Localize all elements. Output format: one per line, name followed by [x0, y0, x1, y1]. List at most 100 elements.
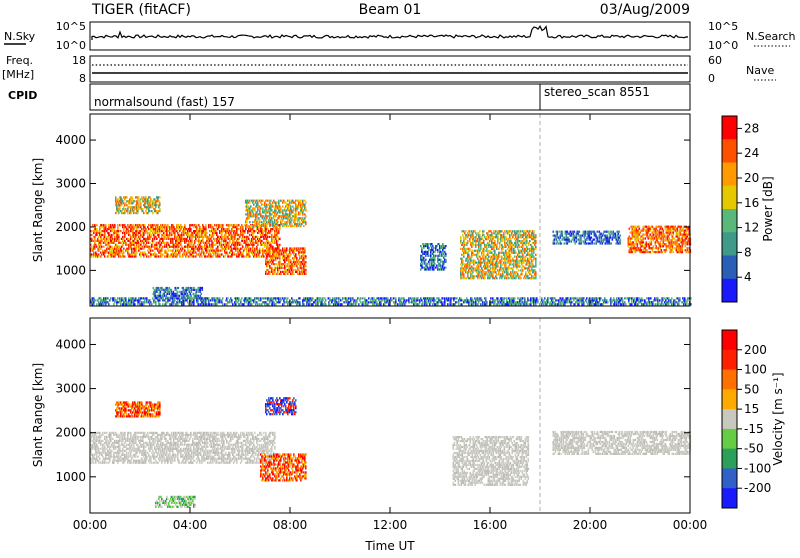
echo-cell	[287, 221, 289, 223]
echo-cell	[107, 255, 109, 257]
echo-cell	[105, 242, 107, 244]
echo-cell	[652, 226, 654, 228]
echo-cell	[480, 275, 482, 277]
echo-cell	[514, 250, 516, 252]
echo-cell	[179, 252, 181, 254]
echo-cell	[131, 200, 133, 202]
echo-cell	[196, 291, 198, 293]
echo-cell	[259, 252, 261, 254]
echo-cell	[466, 277, 468, 279]
echo-cell	[503, 267, 505, 269]
power-echo-cells	[90, 196, 692, 305]
echo-cell	[295, 211, 297, 213]
echo-cell	[535, 258, 537, 260]
echo-cell	[492, 275, 494, 277]
echo-cell	[533, 256, 535, 258]
echo-cell	[661, 232, 663, 234]
echo-cell	[140, 252, 142, 254]
echo-cell	[686, 237, 688, 239]
echo-cell	[215, 230, 217, 232]
echo-cell	[261, 225, 263, 227]
echo-cell	[518, 254, 520, 256]
echo-cell	[524, 252, 526, 254]
echo-cell	[262, 204, 264, 206]
echo-cell	[193, 293, 195, 295]
echo-cell	[247, 236, 249, 238]
echo-cell	[525, 271, 527, 273]
echo-cell	[509, 234, 511, 236]
echo-cell	[143, 255, 145, 257]
echo-cell	[250, 205, 252, 207]
echo-cell	[557, 240, 559, 242]
echo-cell	[103, 303, 105, 305]
echo-cell	[301, 251, 303, 253]
echo-cell	[589, 235, 591, 237]
echo-cell	[96, 232, 98, 234]
echo-cell	[283, 200, 285, 202]
echo-cell	[189, 226, 191, 228]
echo-cell	[200, 289, 202, 291]
echo-cell	[143, 248, 145, 250]
echo-cell	[140, 226, 142, 228]
echo-cell	[273, 238, 275, 240]
echo-cell	[262, 200, 264, 202]
echo-cell	[467, 240, 469, 242]
echo-cell	[535, 271, 537, 273]
echo-cell	[275, 238, 277, 240]
echo-cell	[161, 255, 163, 257]
echo-cell	[482, 262, 484, 264]
echo-cell	[140, 204, 142, 206]
echo-cell	[669, 239, 671, 241]
echo-cell	[465, 238, 467, 240]
echo-cell	[277, 273, 279, 275]
echo-cell	[221, 244, 223, 246]
echo-cell	[463, 273, 465, 275]
echo-cell	[129, 234, 131, 236]
echo-cell	[228, 255, 230, 257]
echo-cell	[432, 253, 434, 255]
echo-cell	[145, 210, 147, 212]
echo-cell	[105, 303, 107, 305]
echo-cell	[273, 259, 275, 261]
echo-cell	[244, 240, 246, 242]
echo-cell	[498, 271, 500, 273]
echo-cell	[218, 240, 220, 242]
echo-cell	[192, 253, 194, 255]
echo-cell	[523, 256, 525, 258]
echo-cell	[209, 244, 211, 246]
echo-cell	[460, 242, 462, 244]
echo-cell	[266, 238, 268, 240]
echo-cell	[504, 242, 506, 244]
echo-cell	[499, 242, 501, 244]
echo-cell	[481, 258, 483, 260]
echo-cell	[619, 237, 621, 239]
echo-cell	[473, 262, 475, 264]
echo-cell	[620, 239, 622, 241]
echo-cell	[253, 242, 255, 244]
echo-cell	[661, 249, 663, 251]
echo-cell	[661, 226, 663, 228]
echo-cell	[242, 236, 244, 238]
echo-cell	[505, 265, 507, 267]
echo-cell	[193, 246, 195, 248]
echo-cell	[231, 255, 233, 257]
echo-cell	[101, 253, 103, 255]
echo-cell	[655, 241, 657, 243]
echo-cell	[179, 250, 181, 252]
echo-cell	[230, 252, 232, 254]
echo-cell	[533, 230, 535, 232]
echo-cell	[421, 265, 423, 267]
echo-cell	[527, 248, 529, 250]
echo-cell	[516, 258, 518, 260]
echo-cell	[279, 255, 281, 257]
echo-cell	[290, 247, 292, 249]
echo-cell	[292, 265, 294, 267]
echo-cell	[118, 240, 120, 242]
echo-cell	[145, 196, 147, 198]
echo-cell	[276, 242, 278, 244]
echo-cell	[252, 234, 254, 236]
echo-cell	[117, 200, 119, 202]
echo-cell	[663, 232, 665, 234]
echo-cell	[494, 252, 496, 254]
echo-cell	[670, 228, 672, 230]
